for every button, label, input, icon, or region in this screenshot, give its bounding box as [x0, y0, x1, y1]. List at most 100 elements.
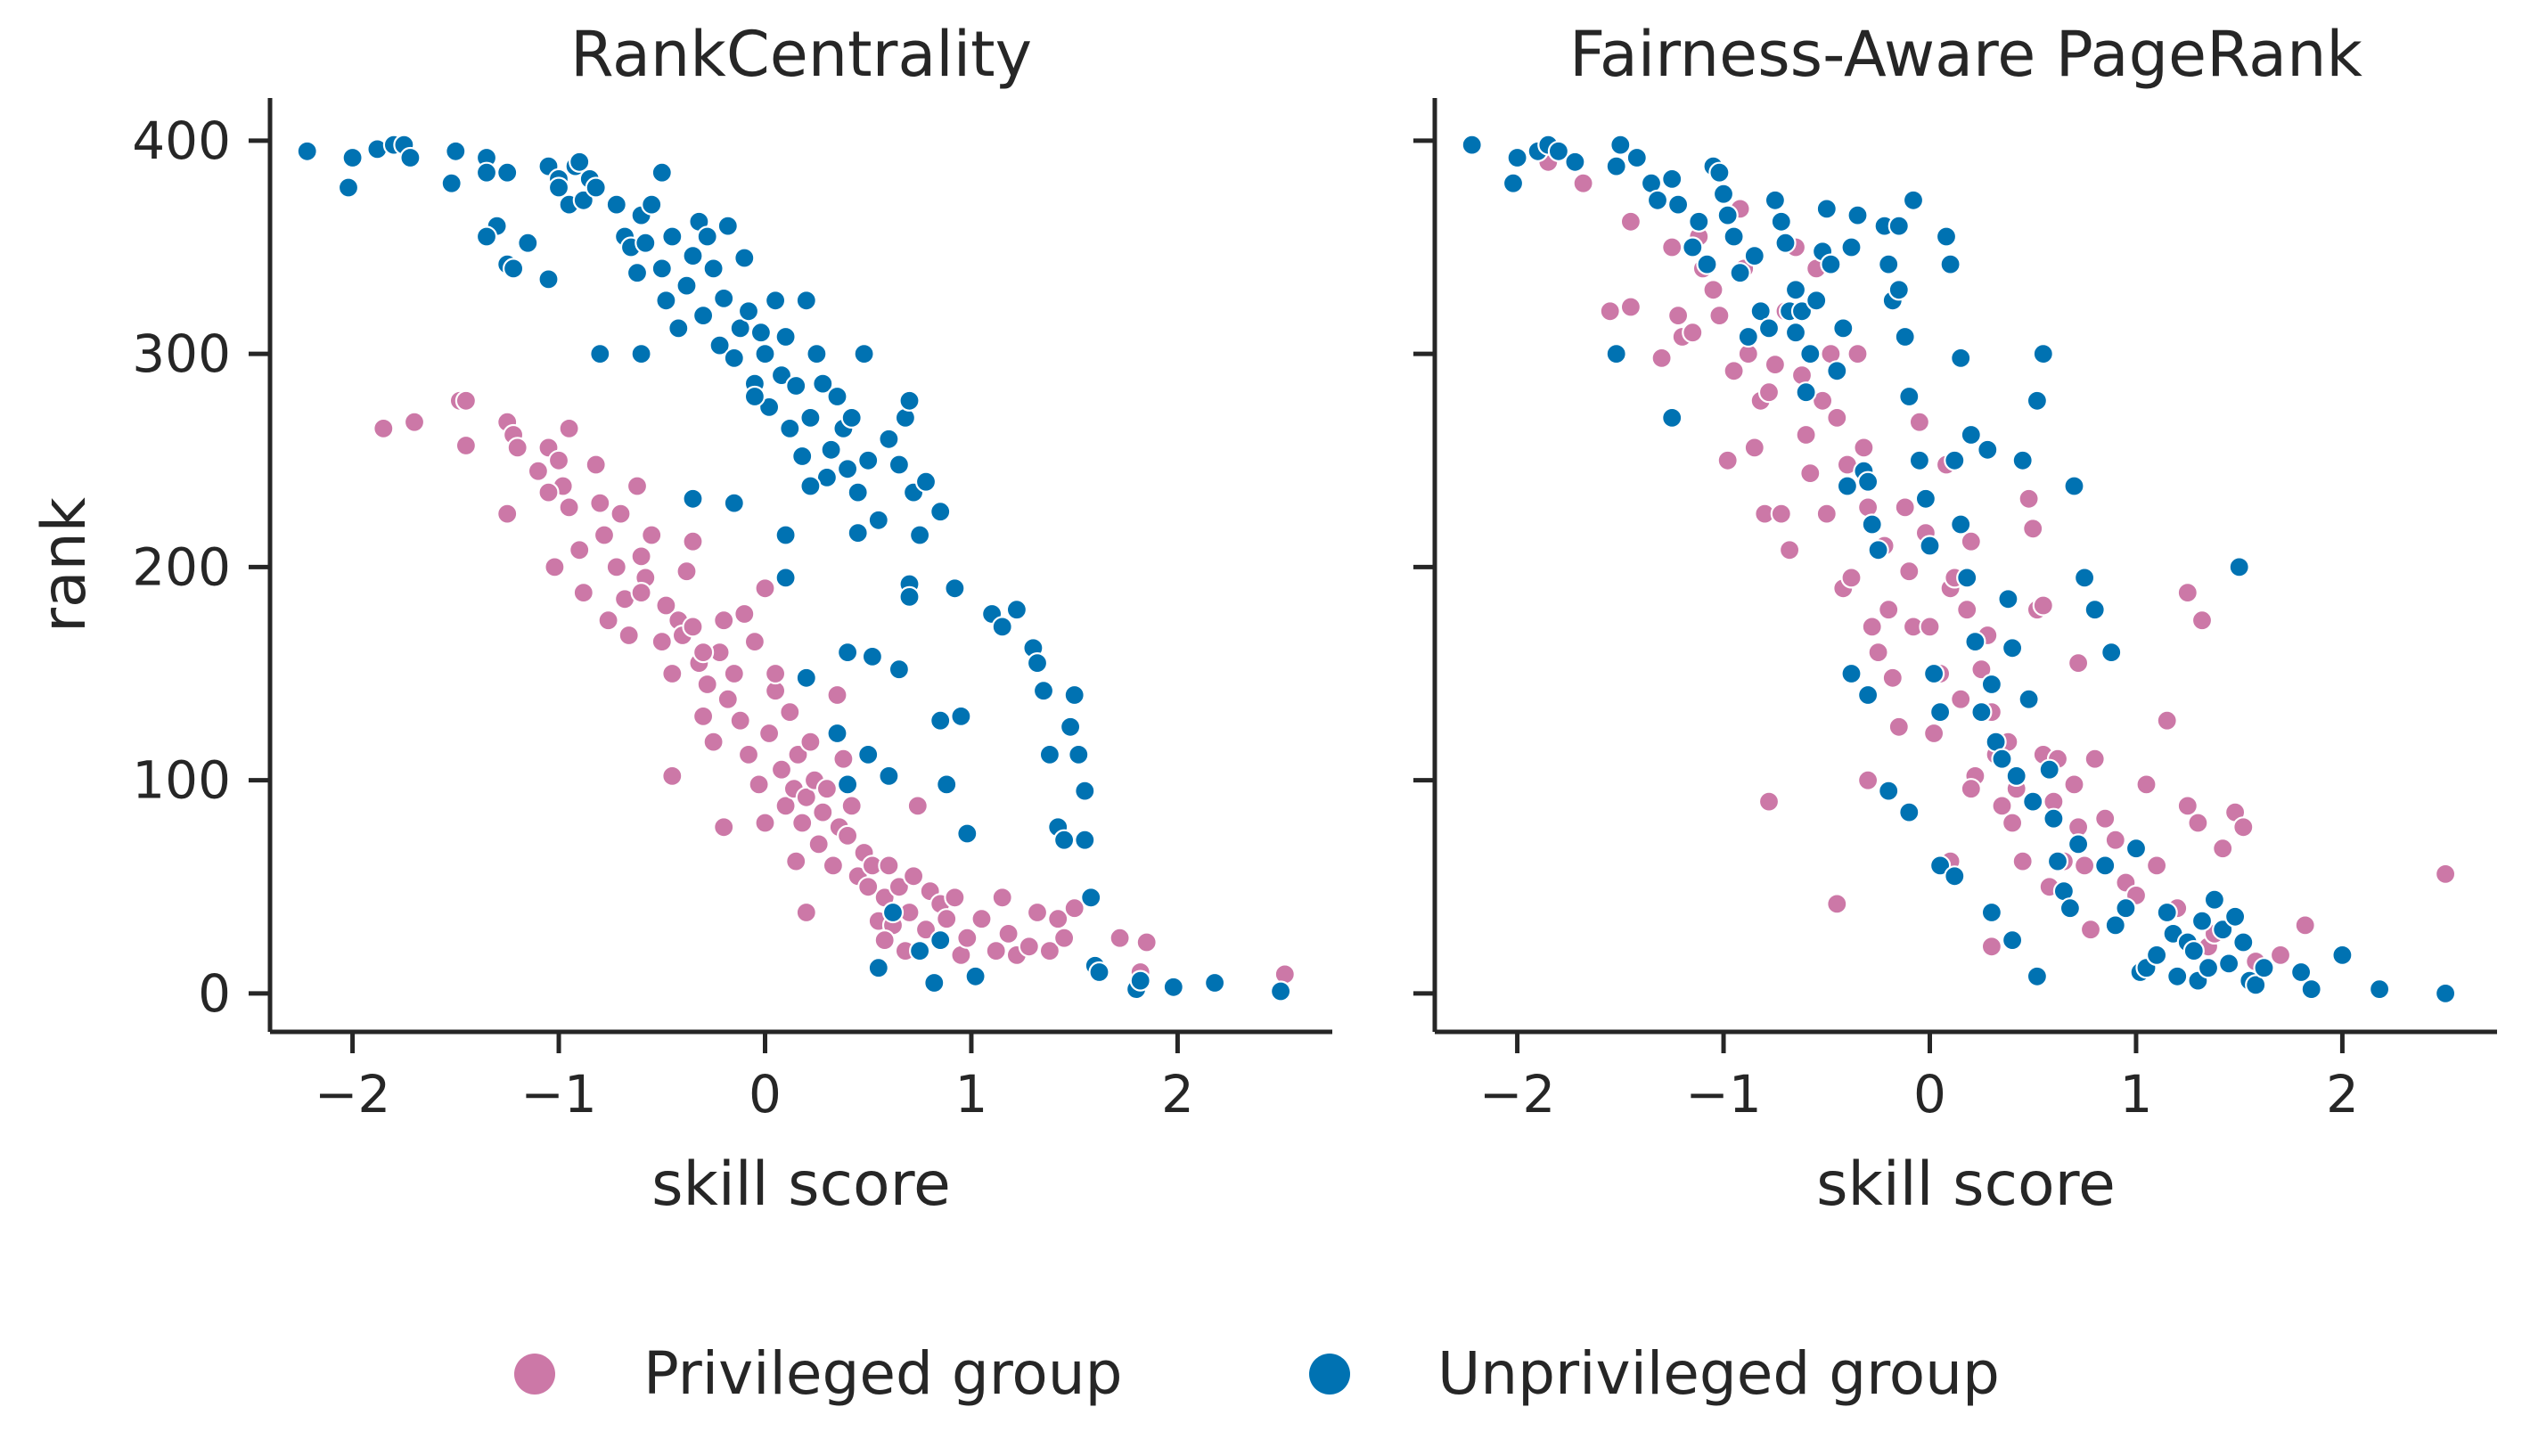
- point-privileged-group: [651, 630, 673, 653]
- point-privileged-group: [496, 503, 519, 525]
- point-privileged-group: [1894, 496, 1916, 519]
- point-unprivileged-group: [1770, 210, 1792, 233]
- point-unprivileged-group: [791, 445, 814, 468]
- point-unprivileged-group: [888, 454, 911, 476]
- point-unprivileged-group: [898, 389, 921, 412]
- point-unprivileged-group: [1506, 146, 1528, 169]
- point-unprivileged-group: [847, 521, 869, 544]
- point-unprivileged-group: [2005, 765, 2027, 788]
- point-privileged-group: [593, 524, 616, 546]
- point-privileged-group: [997, 922, 1019, 945]
- point-privileged-group: [1881, 667, 1904, 689]
- point-privileged-group: [1815, 503, 1838, 525]
- point-privileged-group: [1135, 931, 1158, 953]
- point-unprivileged-group: [1723, 225, 1745, 248]
- point-unprivileged-group: [651, 258, 673, 280]
- point-unprivileged-group: [840, 406, 863, 429]
- point-privileged-group: [1878, 599, 1900, 621]
- point-unprivileged-group: [496, 161, 519, 184]
- y-axis-title: rank: [29, 496, 100, 633]
- point-privileged-group: [723, 662, 745, 685]
- point-privileged-group: [1960, 530, 1982, 552]
- x-tick-label: 2: [2326, 1064, 2359, 1125]
- point-unprivileged-group: [1799, 343, 1822, 365]
- point-unprivileged-group: [950, 705, 972, 728]
- point-privileged-group: [1026, 901, 1049, 924]
- point-unprivileged-group: [676, 274, 698, 297]
- point-unprivileged-group: [1646, 189, 1669, 211]
- point-unprivileged-group: [1749, 300, 1772, 323]
- point-unprivileged-group: [1944, 449, 1966, 471]
- point-privileged-group: [836, 824, 859, 847]
- point-privileged-group: [618, 624, 640, 647]
- point-unprivileged-group: [749, 322, 773, 344]
- point-privileged-group: [572, 581, 594, 604]
- point-privileged-group: [2084, 748, 2106, 770]
- point-privileged-group: [506, 437, 528, 459]
- point-unprivileged-group: [1716, 204, 1739, 226]
- x-tick-label: 2: [1161, 1064, 1194, 1125]
- point-privileged-group: [626, 475, 649, 497]
- point-unprivileged-group: [1898, 385, 1920, 408]
- point-privileged-group: [1666, 305, 1690, 327]
- point-unprivileged-group: [729, 317, 751, 339]
- point-unprivileged-group: [635, 232, 657, 254]
- point-unprivileged-group: [2166, 965, 2189, 987]
- point-privileged-group: [1650, 347, 1673, 369]
- points-rankcentrality: [296, 134, 1296, 1002]
- point-unprivileged-group: [1846, 204, 1869, 226]
- point-privileged-group: [716, 688, 739, 710]
- x-tick-label: −2: [315, 1064, 391, 1125]
- point-privileged-group: [2063, 773, 2085, 796]
- point-privileged-group: [2079, 919, 2102, 941]
- point-unprivileged-group: [1661, 168, 1683, 190]
- point-unprivileged-group: [929, 928, 952, 952]
- point-unprivileged-group: [1887, 215, 1910, 237]
- point-privileged-group: [779, 700, 801, 724]
- point-privileged-group: [2187, 812, 2209, 834]
- point-privileged-group: [676, 560, 698, 583]
- point-privileged-group: [1840, 567, 1863, 589]
- point-unprivileged-group: [702, 258, 725, 280]
- point-privileged-group: [2032, 594, 2054, 617]
- point-privileged-group: [970, 908, 993, 930]
- point-unprivileged-group: [713, 287, 735, 309]
- point-unprivileged-group: [2245, 974, 2267, 996]
- point-privileged-group: [991, 887, 1013, 909]
- point-privileged-group: [1708, 305, 1731, 327]
- point-unprivileged-group: [1857, 683, 1879, 707]
- point-privileged-group: [985, 939, 1007, 962]
- point-unprivileged-group: [1960, 423, 1982, 446]
- point-unprivileged-group: [1774, 232, 1797, 254]
- point-unprivileged-group: [2146, 944, 2168, 967]
- point-unprivileged-group: [867, 509, 889, 531]
- point-privileged-group: [795, 786, 817, 808]
- point-unprivileged-group: [1784, 279, 1807, 301]
- point-unprivileged-group: [743, 385, 766, 408]
- point-unprivileged-group: [923, 971, 946, 994]
- point-unprivileged-group: [1977, 438, 1999, 461]
- point-unprivileged-group: [1682, 236, 1704, 258]
- point-unprivileged-group: [1026, 651, 1049, 675]
- point-unprivileged-group: [1068, 743, 1090, 766]
- point-unprivileged-group: [1564, 151, 1586, 173]
- point-unprivileged-group: [2435, 982, 2457, 1005]
- point-privileged-group: [527, 460, 550, 482]
- point-privileged-group: [2156, 709, 2178, 732]
- point-unprivileged-group: [1609, 134, 1632, 156]
- point-privileged-group: [1716, 449, 1739, 471]
- point-privileged-group: [1960, 778, 1982, 800]
- point-unprivileged-group: [475, 225, 498, 248]
- point-unprivileged-group: [826, 385, 848, 408]
- point-privileged-group: [692, 705, 715, 728]
- point-privileged-group: [1757, 790, 1781, 813]
- point-unprivileged-group: [2022, 790, 2044, 813]
- point-unprivileged-group: [2026, 389, 2048, 412]
- point-unprivileged-group: [795, 290, 817, 312]
- point-privileged-group: [1846, 343, 1869, 365]
- y-tick-label: 100: [132, 750, 231, 811]
- point-unprivileged-group: [2369, 977, 2391, 1001]
- point-privileged-group: [1743, 437, 1765, 459]
- point-unprivileged-group: [1052, 829, 1076, 851]
- point-unprivileged-group: [754, 343, 776, 365]
